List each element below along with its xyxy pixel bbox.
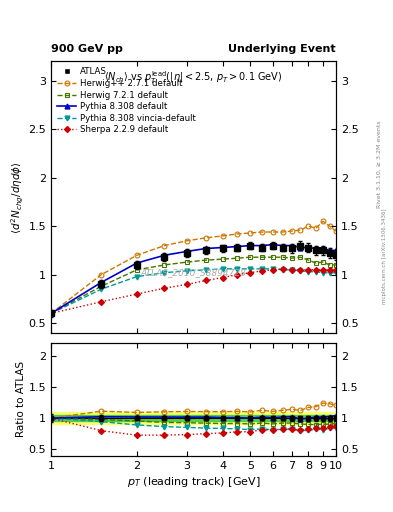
Text: Rivet 3.1.10, ≥ 3.2M events: Rivet 3.1.10, ≥ 3.2M events	[377, 120, 382, 208]
Text: 900 GeV pp: 900 GeV pp	[51, 44, 123, 54]
Text: mcplots.cern.ch [arXiv:1306.3436]: mcplots.cern.ch [arXiv:1306.3436]	[382, 208, 387, 304]
Text: ATLAS_2010_S8894728: ATLAS_2010_S8894728	[141, 269, 246, 278]
Legend: ATLAS, Herwig++ 2.7.1 default, Herwig 7.2.1 default, Pythia 8.308 default, Pythi: ATLAS, Herwig++ 2.7.1 default, Herwig 7.…	[55, 66, 197, 136]
Text: Underlying Event: Underlying Event	[228, 44, 336, 54]
X-axis label: $p_T$ (leading track) [GeV]: $p_T$ (leading track) [GeV]	[127, 475, 261, 489]
Y-axis label: Ratio to ATLAS: Ratio to ATLAS	[16, 361, 26, 437]
Text: $\langle N_{ch}\rangle$ vs $p_T^{\rm lead}$($|\eta|<2.5$, $p_T>0.1$ GeV): $\langle N_{ch}\rangle$ vs $p_T^{\rm lea…	[104, 70, 283, 87]
Y-axis label: $\langle d^2 N_{chg}/d\eta d\phi \rangle$: $\langle d^2 N_{chg}/d\eta d\phi \rangle…	[9, 161, 26, 233]
